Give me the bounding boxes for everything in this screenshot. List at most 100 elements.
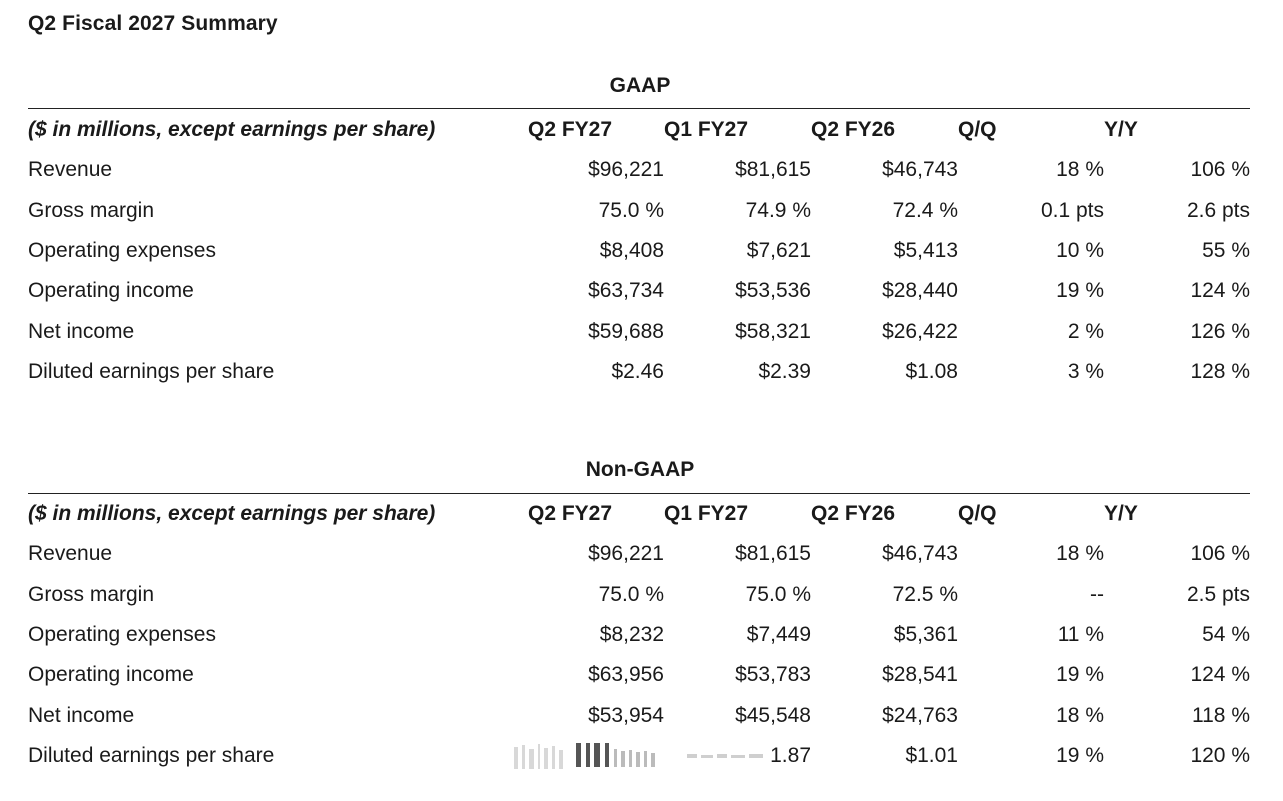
cell-yy: 126 % (1190, 319, 1250, 343)
cell-q1fy27: $2.39 (758, 359, 811, 383)
cell-qq: -- (1090, 582, 1104, 606)
row-label: Operating expenses (28, 623, 216, 647)
cell-q2fy27: $59,688 (588, 319, 664, 343)
cell-yy: 54 % (1202, 623, 1250, 647)
cell-q1fy27: $58,321 (735, 319, 811, 343)
units-note: ($ in millions, except earnings per shar… (28, 502, 436, 526)
cell-q2fy27-obscured (514, 736, 664, 776)
cell-q2fy27: $8,408 (599, 239, 664, 263)
row-label: Gross margin (28, 582, 155, 606)
col-header-qq: Q/Q (958, 502, 997, 526)
cell-qq: 2 % (1067, 319, 1104, 343)
col-header-qq: Q/Q (958, 118, 997, 142)
cell-qq: 18 % (1056, 542, 1104, 566)
table-row: Operating expenses $8,232 $7,449 $5,361 … (28, 615, 1250, 655)
gaap-header-rule (28, 108, 1250, 109)
cell-q1fy27-value: 1.87 (770, 743, 811, 767)
table-row: Gross margin 75.0 % 75.0 % 72.5 % -- 2.5… (28, 575, 1250, 615)
row-label: Operating income (28, 279, 194, 303)
cell-q2fy27: $53,954 (588, 703, 664, 727)
row-label: Gross margin (28, 198, 155, 222)
cell-q1fy27: $7,449 (746, 623, 811, 647)
table-row: Diluted earnings per share $2.46 $2.39 $… (28, 352, 1250, 392)
page-title: Q2 Fiscal 2027 Summary (28, 12, 278, 35)
cell-q1fy27: $81,615 (735, 158, 811, 182)
cell-q2fy26: $46,743 (882, 158, 958, 182)
table-row: Operating income $63,734 $53,536 $28,440… (28, 271, 1250, 311)
cell-q2fy26: $1.01 (905, 743, 958, 767)
cell-qq: 19 % (1056, 743, 1104, 767)
cell-q2fy26: 72.4 % (892, 198, 958, 222)
cell-q2fy26: $5,361 (893, 623, 958, 647)
cell-q2fy26: $26,422 (882, 319, 958, 343)
nongaap-header-rule (28, 493, 1250, 494)
cell-q1fy27: $81,615 (735, 542, 811, 566)
cell-q1fy27: $53,536 (735, 279, 811, 303)
table-row: Net income $59,688 $58,321 $26,422 2 % 1… (28, 311, 1250, 351)
cell-q2fy26: $46,743 (882, 542, 958, 566)
cell-q2fy26: $5,413 (893, 239, 958, 263)
col-header-yy: Y/Y (1104, 502, 1138, 526)
cell-yy: 106 % (1190, 542, 1250, 566)
cell-yy: 128 % (1190, 359, 1250, 383)
cell-q2fy27: $96,221 (588, 542, 664, 566)
units-note: ($ in millions, except earnings per shar… (28, 118, 436, 142)
cell-yy: 2.6 pts (1186, 198, 1250, 222)
cell-yy: 124 % (1190, 663, 1250, 687)
cell-q1fy27: $7,621 (746, 239, 811, 263)
cell-q2fy27: $96,221 (588, 158, 664, 182)
row-label: Revenue (28, 542, 113, 566)
col-header-q1fy27: Q1 FY27 (664, 118, 749, 142)
cell-q1fy27: 74.9 % (745, 198, 811, 222)
nongaap-header-row: ($ in millions, except earnings per shar… (28, 494, 1250, 534)
cell-yy: 124 % (1190, 279, 1250, 303)
watermark-barcode-icon (514, 742, 655, 769)
cell-q1fy27: $53,783 (735, 663, 811, 687)
cell-qq: 10 % (1056, 239, 1104, 263)
cell-q2fy26: $28,440 (882, 279, 958, 303)
cell-q2fy27: 75.0 % (598, 198, 664, 222)
cell-q2fy27: $2.46 (611, 359, 664, 383)
table-row: Gross margin 75.0 % 74.9 % 72.4 % 0.1 pt… (28, 191, 1250, 231)
cell-qq: 3 % (1067, 359, 1104, 383)
row-label: Revenue (28, 158, 113, 182)
cell-q2fy27: $63,734 (588, 279, 664, 303)
cell-q2fy26: $24,763 (882, 703, 958, 727)
nongaap-heading-text: Non-GAAP (585, 458, 695, 481)
cell-q2fy26: $1.08 (905, 359, 958, 383)
cell-q2fy27: $63,956 (588, 663, 664, 687)
cell-q2fy27: 75.0 % (598, 582, 664, 606)
cell-yy: 120 % (1190, 743, 1250, 767)
row-label: Net income (28, 319, 135, 343)
cell-qq: 19 % (1056, 279, 1104, 303)
cell-qq: 18 % (1056, 158, 1104, 182)
watermark-blur-icon (687, 753, 763, 758)
nongaap-table: ($ in millions, except earnings per shar… (28, 494, 1250, 776)
row-label: Operating income (28, 663, 194, 687)
cell-yy: 106 % (1190, 158, 1250, 182)
cell-qq: 18 % (1056, 703, 1104, 727)
table-row: Revenue $96,221 $81,615 $46,743 18 % 106… (28, 150, 1250, 190)
cell-qq: 11 % (1057, 623, 1104, 647)
cell-qq: 19 % (1056, 663, 1104, 687)
cell-qq: 0.1 pts (1040, 198, 1104, 222)
cell-q2fy26: 72.5 % (892, 582, 958, 606)
table-row: Operating expenses $8,408 $7,621 $5,413 … (28, 231, 1250, 271)
row-label: Operating expenses (28, 239, 216, 263)
row-label: Diluted earnings per share (28, 359, 275, 383)
gaap-table: ($ in millions, except earnings per shar… (28, 110, 1250, 392)
gaap-heading-text: GAAP (609, 74, 671, 97)
cell-yy: 2.5 pts (1186, 582, 1250, 606)
cell-yy: 118 % (1192, 703, 1250, 727)
cell-q1fy27: 1.87 (664, 736, 811, 776)
col-header-yy: Y/Y (1104, 118, 1138, 142)
col-header-q1fy27: Q1 FY27 (664, 502, 749, 526)
table-row: Net income $53,954 $45,548 $24,763 18 % … (28, 695, 1250, 735)
row-label: Diluted earnings per share (28, 743, 275, 767)
col-header-q2fy26: Q2 FY26 (811, 118, 896, 142)
cell-q1fy27: 75.0 % (745, 582, 811, 606)
gaap-header-row: ($ in millions, except earnings per shar… (28, 110, 1250, 150)
cell-yy: 55 % (1202, 239, 1250, 263)
col-header-q2fy27: Q2 FY27 (528, 118, 613, 142)
cell-q1fy27: $45,548 (735, 703, 811, 727)
